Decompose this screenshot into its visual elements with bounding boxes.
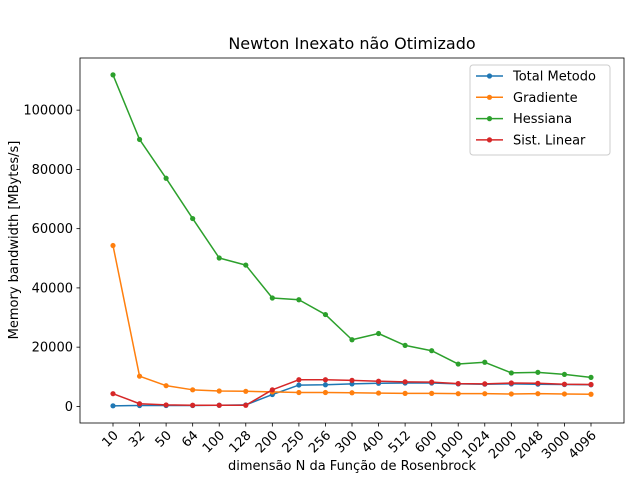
data-point — [322, 311, 329, 318]
data-point — [482, 391, 488, 397]
legend-marker — [486, 116, 493, 122]
data-point — [136, 136, 143, 143]
data-point — [110, 391, 116, 397]
data-point — [110, 403, 116, 409]
data-point — [136, 373, 143, 379]
data-point — [375, 330, 382, 337]
data-point — [269, 295, 275, 301]
data-point — [349, 381, 355, 387]
legend-marker — [486, 73, 493, 79]
data-point — [588, 391, 594, 397]
y-tick-label: 0 — [65, 400, 73, 415]
data-point — [110, 72, 116, 78]
data-point — [296, 382, 302, 388]
chart-title: Newton Inexato não Otimizado — [228, 34, 475, 53]
series-layer — [110, 72, 594, 409]
data-point — [269, 387, 275, 393]
y-tick-label: 20000 — [32, 341, 73, 356]
data-point — [163, 175, 169, 181]
data-point — [110, 242, 116, 249]
data-point — [322, 382, 329, 388]
data-point — [508, 391, 514, 397]
legend-label: Total Metodo — [512, 70, 596, 85]
data-point — [136, 401, 143, 407]
y-tick-label: 80000 — [32, 163, 73, 178]
data-point — [190, 215, 196, 222]
data-point — [455, 391, 461, 397]
data-point — [561, 381, 568, 387]
data-point — [375, 378, 382, 384]
data-point — [535, 369, 541, 375]
data-point — [455, 361, 461, 367]
data-point — [429, 390, 435, 396]
data-point — [296, 297, 302, 303]
data-point — [216, 402, 222, 408]
data-point — [322, 389, 329, 396]
x-axis-label: dimensão N da Função de Rosenbrock — [228, 459, 476, 474]
data-point — [588, 381, 594, 388]
data-point — [243, 262, 249, 268]
legend-label: Sist. Linear — [513, 133, 586, 148]
y-tick-label: 100000 — [23, 104, 73, 119]
data-point — [349, 390, 355, 396]
data-point — [561, 391, 568, 397]
data-point — [243, 388, 249, 394]
y-tick-label: 60000 — [32, 222, 73, 237]
data-point — [561, 371, 568, 378]
data-point — [349, 337, 355, 343]
legend: Total Metodo Gradiente Hessiana Sist. Linea… — [469, 64, 611, 156]
data-point — [482, 381, 488, 387]
data-point — [508, 370, 514, 376]
data-point — [508, 380, 514, 386]
data-point — [482, 359, 488, 365]
data-point — [402, 342, 408, 348]
data-point — [429, 379, 435, 385]
data-point — [455, 380, 461, 387]
legend-marker — [486, 94, 493, 100]
data-point — [429, 348, 435, 354]
y-tick-label: 40000 — [32, 281, 73, 296]
data-point — [163, 383, 169, 389]
data-point — [243, 402, 249, 408]
data-point — [190, 402, 196, 408]
data-point — [322, 377, 329, 383]
data-point — [296, 389, 302, 396]
y-axis-label: Memory bandwidth [MBytes/s] — [7, 141, 22, 340]
data-point — [588, 374, 594, 380]
data-point — [216, 255, 222, 261]
legend-label: Hessiana — [513, 112, 572, 127]
data-point — [535, 380, 541, 386]
data-point — [296, 377, 302, 383]
data-point — [190, 387, 196, 393]
data-point — [163, 402, 169, 408]
legend-label: Gradiente — [513, 91, 578, 106]
data-point — [402, 379, 408, 385]
data-point — [402, 390, 408, 396]
data-point — [216, 388, 222, 394]
data-point — [349, 377, 355, 383]
data-point — [535, 391, 541, 397]
data-point — [375, 390, 382, 396]
y-axis: 0 20000 40000 60000 80000 100000 — [23, 104, 80, 415]
legend-marker — [486, 137, 493, 143]
legend-frame — [469, 64, 611, 156]
